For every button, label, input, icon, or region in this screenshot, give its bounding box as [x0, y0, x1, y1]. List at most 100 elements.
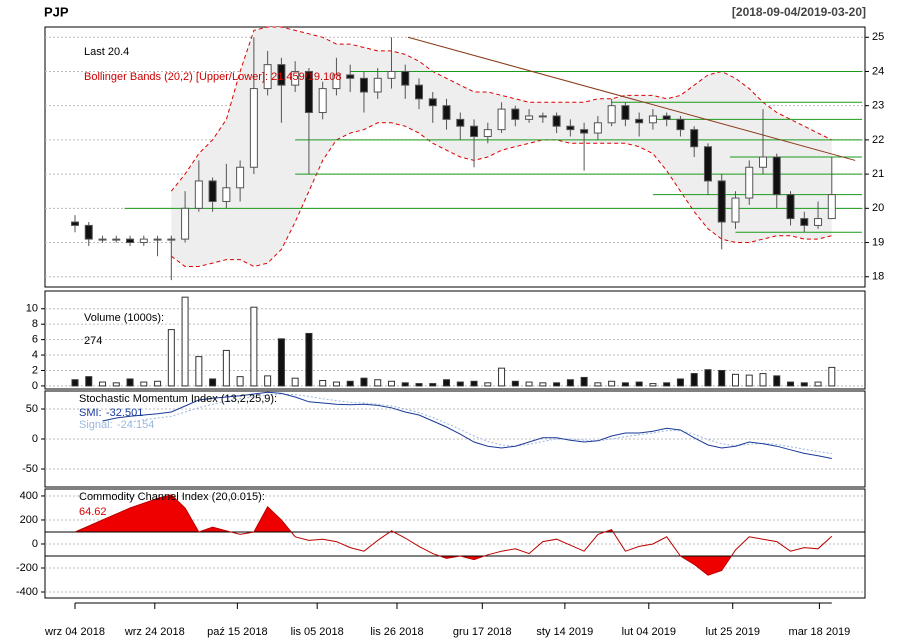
last-price: Last 20.4 — [84, 46, 129, 58]
cci-fill-high — [75, 494, 614, 532]
volume-bar — [690, 373, 698, 387]
smi-value: -32.501 — [106, 407, 143, 419]
candle-body — [470, 125, 479, 137]
volume-bar — [498, 367, 506, 387]
x-tick-label: wrz 24 2018 — [124, 626, 185, 638]
candle-body — [745, 166, 754, 199]
panel-frame — [44, 26, 866, 288]
y-tick-label: 4 — [32, 349, 38, 361]
volume-bar — [731, 373, 739, 387]
candle-body — [662, 115, 671, 120]
candle-body — [731, 197, 740, 223]
volume-bar — [608, 380, 616, 387]
y-tick-label: 6 — [32, 334, 38, 346]
candle-body — [98, 238, 107, 241]
y-tick-label: 200 — [20, 514, 38, 526]
y-tick-label: -400 — [16, 586, 38, 598]
candle-body — [538, 115, 547, 118]
y-tick-label: 8 — [32, 318, 38, 330]
x-tick-label: mar 18 2019 — [789, 626, 851, 638]
candle-body — [346, 74, 355, 79]
smi-line — [102, 391, 832, 459]
y-tick-label: 21 — [872, 168, 884, 180]
volume-bar — [305, 332, 313, 387]
volume-bar — [277, 338, 285, 387]
y-tick-label: 2 — [32, 364, 38, 376]
candle-body — [428, 98, 437, 107]
cci-fill-low — [439, 555, 732, 576]
candle-body — [71, 221, 79, 226]
candle-body — [483, 129, 492, 137]
x-tick-label: lut 25 2019 — [706, 626, 760, 638]
candle-body — [401, 70, 410, 86]
bollinger-lower — [171, 122, 832, 268]
y-tick-label: 23 — [872, 100, 884, 112]
candle-body — [759, 156, 767, 168]
y-tick-label: -50 — [22, 463, 38, 475]
candle-body — [373, 77, 382, 93]
volume-bar — [566, 379, 574, 387]
volume-bar — [676, 378, 684, 387]
signal-line — [129, 393, 832, 454]
candle-body — [167, 238, 176, 241]
volume-bar — [773, 375, 781, 387]
volume-bar — [112, 382, 120, 387]
smi-name: SMI: — [79, 407, 102, 419]
volume-bar — [704, 369, 712, 387]
volume-bar — [195, 356, 203, 387]
candle-body — [332, 74, 341, 90]
cci-last: 64.62 — [79, 506, 107, 518]
y-tick-label: 400 — [20, 490, 38, 502]
candle-body — [593, 122, 602, 134]
volume-bar — [484, 382, 492, 387]
candle-body — [263, 64, 272, 90]
volume-bar — [154, 380, 162, 387]
y-tick-label: 25 — [872, 31, 884, 43]
candle-body — [800, 218, 809, 226]
x-tick-label: paź 15 2018 — [207, 626, 268, 638]
candle-body — [772, 156, 781, 196]
y-tick-label: 18 — [872, 271, 884, 283]
volume-bar — [745, 374, 753, 387]
candle-body — [194, 180, 203, 209]
candle-body — [814, 218, 823, 226]
candle-body — [676, 118, 685, 131]
y-tick-label: -200 — [16, 562, 38, 574]
volume-bar — [621, 382, 629, 387]
volume-bar — [99, 381, 107, 387]
candle-body — [249, 88, 258, 168]
candle-body — [387, 70, 396, 79]
x-tick-label: lis 05 2018 — [291, 626, 344, 638]
candle-body — [415, 84, 423, 100]
volume-bar — [374, 379, 382, 387]
volume-bar — [787, 381, 795, 387]
volume-bar — [401, 382, 409, 387]
volume-bar — [539, 382, 547, 387]
candle-body — [580, 129, 589, 134]
cci-line — [74, 494, 833, 576]
volume-bar — [319, 380, 327, 387]
volume-bar — [429, 383, 437, 387]
signal-name: Signal: — [79, 419, 113, 431]
candle-body — [456, 118, 465, 127]
volume-bar — [594, 382, 602, 387]
y-tick-label: 0 — [32, 433, 38, 445]
candle-body — [635, 118, 644, 124]
volume-bar — [332, 381, 340, 387]
volume-bar — [511, 380, 519, 387]
y-tick-label: 20 — [872, 202, 884, 214]
candle-body — [222, 187, 231, 202]
candle-body — [497, 108, 506, 131]
x-tick-label: wrz 04 2018 — [44, 626, 105, 638]
candle-body — [648, 115, 657, 124]
chart-title: PJP — [44, 4, 69, 19]
volume-bar — [387, 380, 395, 387]
volume-bar — [635, 381, 643, 387]
bollinger-label: Bollinger Bands (20,2) [Upper/Lower]: 21… — [84, 71, 341, 83]
volume-bar — [346, 380, 354, 387]
volume-bar — [814, 381, 822, 387]
y-tick-label: 0 — [32, 538, 38, 550]
volume-bar — [126, 378, 134, 387]
candle-body — [511, 108, 520, 120]
y-tick-label: 50 — [26, 403, 38, 415]
